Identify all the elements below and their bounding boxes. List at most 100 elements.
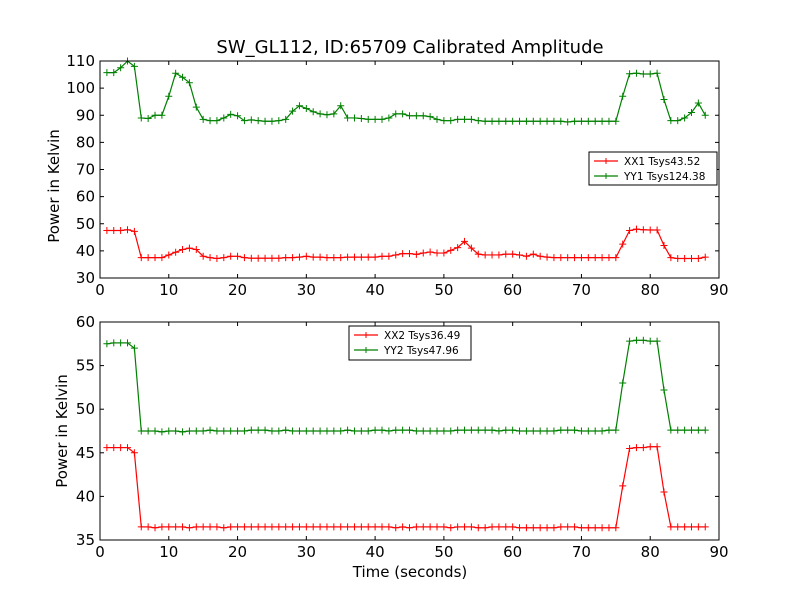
data-point <box>598 427 606 435</box>
data-point <box>378 252 386 260</box>
data-point <box>488 426 496 434</box>
y-tick-label: 70 <box>76 161 95 179</box>
data-point <box>137 114 145 122</box>
data-point <box>495 117 503 125</box>
data-point <box>185 524 193 532</box>
data-point <box>158 111 166 119</box>
data-point <box>275 254 283 262</box>
data-point <box>474 250 482 258</box>
data-point <box>371 115 379 123</box>
data-point <box>557 426 565 434</box>
data-point <box>481 524 489 532</box>
x-tick-label: 40 <box>366 543 385 561</box>
data-point <box>612 117 620 125</box>
series-1 <box>103 225 709 262</box>
data-point <box>124 444 132 452</box>
data-point <box>185 244 193 252</box>
data-point <box>701 523 709 531</box>
data-point <box>261 254 269 262</box>
data-point <box>357 253 365 261</box>
data-point <box>454 115 462 123</box>
data-point <box>467 523 475 531</box>
data-point <box>522 117 530 125</box>
data-point <box>488 117 496 125</box>
data-point <box>289 523 297 531</box>
data-point <box>536 252 544 260</box>
data-point <box>378 426 386 434</box>
data-point <box>412 427 420 435</box>
data-point <box>419 112 427 120</box>
data-point <box>179 246 187 254</box>
data-point <box>674 426 682 434</box>
legend-marker <box>603 173 609 179</box>
data-point <box>674 254 682 262</box>
data-point <box>571 254 579 262</box>
y-tick-label: 40 <box>76 487 95 505</box>
data-point <box>433 427 441 435</box>
data-point <box>330 427 338 435</box>
legend-label: XX2 Tsys36.49 <box>384 330 460 342</box>
data-point <box>557 254 565 262</box>
legend-box <box>348 325 472 361</box>
legend: XX1 Tsys43.52 YY1 Tsys124.38 <box>588 151 718 186</box>
data-point <box>130 62 138 70</box>
data-point <box>124 226 132 234</box>
data-point <box>117 227 125 235</box>
data-point <box>323 254 331 262</box>
x-tick-label: 30 <box>297 281 316 299</box>
data-point <box>584 254 592 262</box>
data-point <box>295 102 303 110</box>
data-point <box>516 117 524 125</box>
data-point <box>461 237 469 245</box>
data-point <box>399 426 407 434</box>
data-point <box>295 253 303 261</box>
data-point <box>502 250 510 258</box>
data-point <box>309 427 317 435</box>
x-tick-label: 80 <box>641 543 660 561</box>
data-point <box>199 523 207 531</box>
data-point <box>213 427 221 435</box>
data-point <box>289 107 297 115</box>
data-point <box>350 427 358 435</box>
data-point <box>165 427 173 435</box>
data-point <box>206 254 214 262</box>
data-point <box>240 523 248 531</box>
data-point <box>357 523 365 531</box>
data-point <box>612 524 620 532</box>
data-point <box>130 449 138 457</box>
data-point <box>282 115 290 123</box>
data-point <box>474 426 482 434</box>
y-tick-label: 50 <box>76 400 95 418</box>
data-point <box>577 524 585 532</box>
data-point <box>674 523 682 531</box>
data-point <box>619 379 627 387</box>
data-point <box>144 427 152 435</box>
data-point <box>199 427 207 435</box>
data-point <box>619 482 627 490</box>
data-point <box>254 426 262 434</box>
data-point <box>426 523 434 531</box>
legend-marker <box>603 158 609 164</box>
data-point <box>378 523 386 531</box>
data-point <box>206 426 214 434</box>
x-tick-label: 70 <box>572 543 591 561</box>
data-point <box>509 426 517 434</box>
data-point <box>240 427 248 435</box>
y-tick-label: 30 <box>76 269 95 287</box>
y-tick-label: 50 <box>76 215 95 233</box>
data-point <box>687 109 695 117</box>
data-point <box>577 427 585 435</box>
data-point <box>316 523 324 531</box>
data-point <box>557 523 565 531</box>
data-point <box>426 113 434 121</box>
data-point <box>364 253 372 261</box>
data-point <box>564 118 572 126</box>
data-point <box>646 226 654 234</box>
data-point <box>316 427 324 435</box>
data-point <box>509 250 517 258</box>
data-point <box>694 99 702 107</box>
data-point <box>392 426 400 434</box>
data-point <box>240 254 248 262</box>
data-point <box>323 523 331 531</box>
